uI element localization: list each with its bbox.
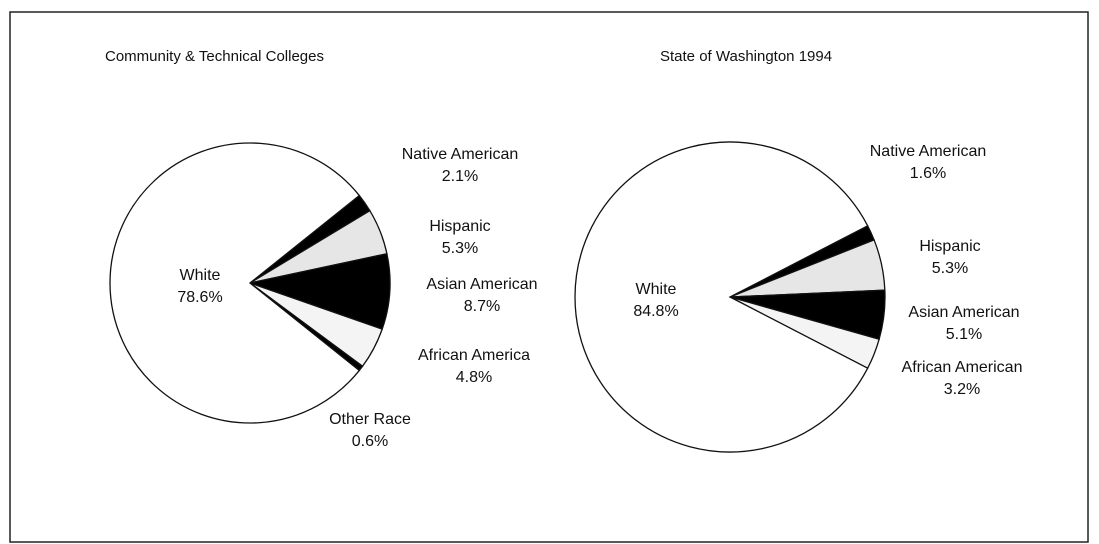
slice-value-label: 8.7% bbox=[464, 298, 500, 315]
chart-title: State of Washington 1994 bbox=[660, 48, 832, 65]
slice-value-label: 78.6% bbox=[177, 289, 222, 306]
slice-label: Other Race bbox=[329, 411, 411, 428]
slice-label: Native American bbox=[870, 143, 987, 160]
slice-value-label: 2.1% bbox=[442, 168, 478, 185]
slice-label: Hispanic bbox=[919, 238, 980, 255]
pie-slice bbox=[109, 142, 361, 424]
slice-value-label: 1.6% bbox=[910, 165, 946, 182]
slice-label: African America bbox=[418, 347, 530, 364]
slice-value-label: 4.8% bbox=[456, 369, 492, 386]
slice-label: Asian American bbox=[908, 304, 1019, 321]
frame bbox=[9, 11, 1089, 543]
slice-label: White bbox=[636, 281, 677, 298]
pie-slice bbox=[574, 141, 869, 453]
chart-title: Community & Technical Colleges bbox=[105, 48, 324, 65]
slice-label: African American bbox=[902, 359, 1023, 376]
slice-label: Asian American bbox=[426, 276, 537, 293]
slice-value-label: 0.6% bbox=[352, 433, 388, 450]
slice-label: Hispanic bbox=[429, 218, 490, 235]
slice-value-label: 84.8% bbox=[633, 303, 678, 320]
slice-value-label: 3.2% bbox=[944, 381, 980, 398]
slice-value-label: 5.1% bbox=[946, 326, 982, 343]
slice-label: Native American bbox=[402, 146, 519, 163]
slice-label: White bbox=[180, 267, 221, 284]
slice-value-label: 5.3% bbox=[442, 240, 478, 257]
slice-value-label: 5.3% bbox=[932, 260, 968, 277]
